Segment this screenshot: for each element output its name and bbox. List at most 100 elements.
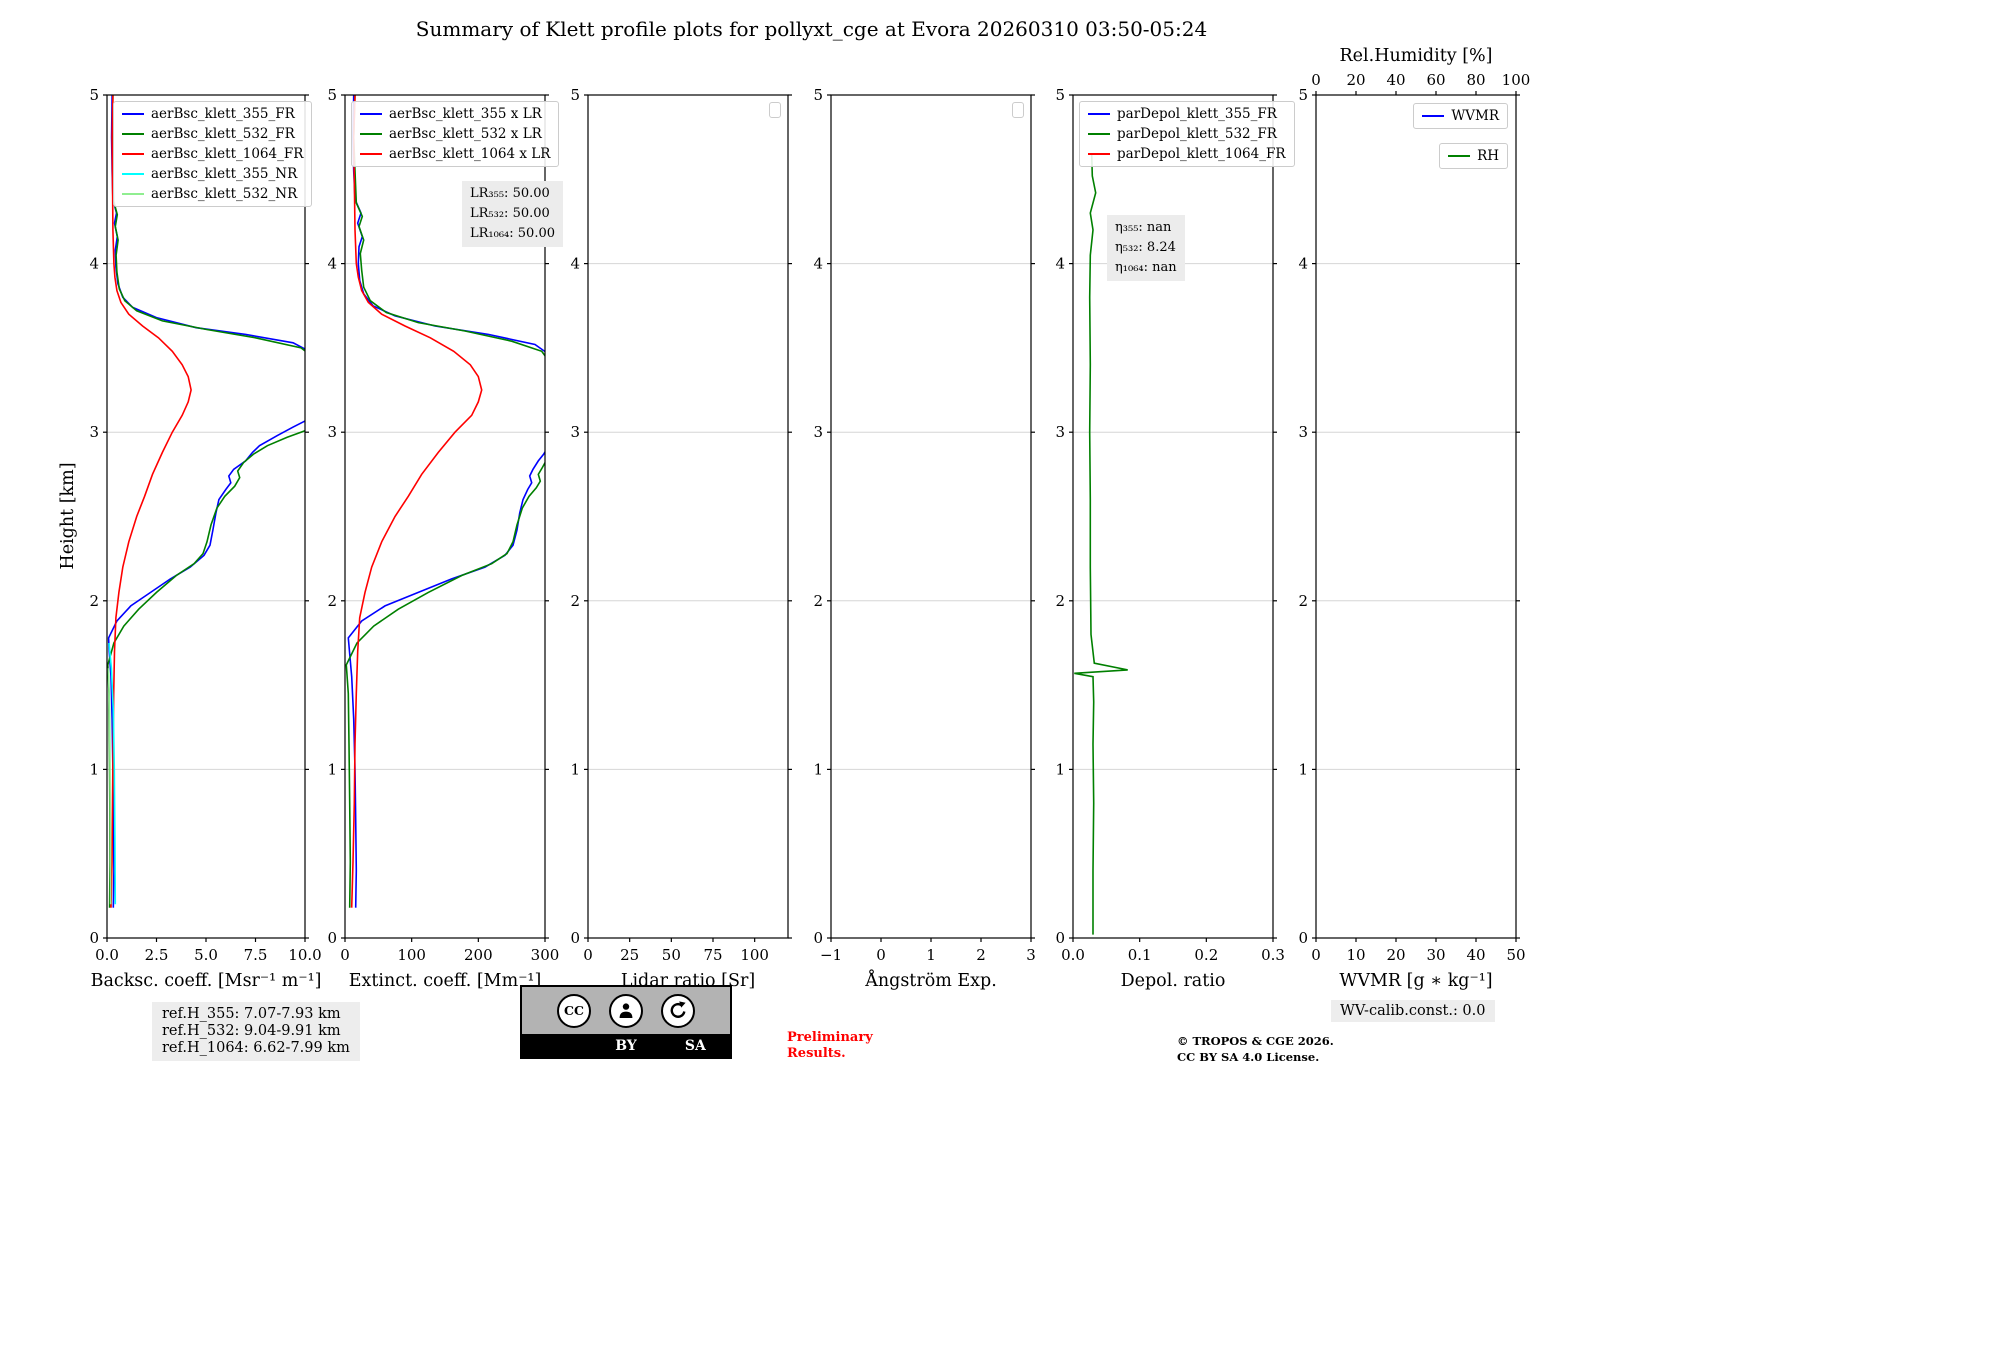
legend: aerBsc_klett_355 x LR aerBsc_klett_532 x …: [351, 101, 560, 167]
y-tick-label: 2: [327, 592, 337, 610]
legend-label: RH: [1477, 148, 1499, 164]
y-tick-label: 0: [89, 929, 99, 947]
x-tick-label: 30: [1426, 946, 1445, 964]
x-axis-label-1: Backsc. coeff. [Msr⁻¹ m⁻¹]: [91, 971, 322, 991]
legend-entry: aerBsc_klett_532_NR: [122, 186, 303, 202]
legend-entry: aerBsc_klett_1064 x LR: [360, 146, 550, 162]
sa-arrow-icon: [661, 993, 695, 1028]
x-tick-label: 7.5: [244, 946, 268, 964]
annotation-box: η₃₅₅: nan η₅₃₂: 8.24 η₁₀₆₄: nan: [1107, 215, 1185, 282]
copyright-line-1: © TROPOS & CGE 2026.: [1177, 1034, 1334, 1048]
legend: parDepol_klett_355_FR parDepol_klett_532_…: [1079, 101, 1295, 167]
axes-frame: [587, 94, 789, 939]
panel-1-canvas: 0 1 2 3 4 5 0.0 2.5 5.0 7.5 10.0 Backsc. coeff. [Ms…: [89, 86, 321, 991]
y-tick-label: 0: [327, 929, 337, 947]
cc-license-badge: CC BY SA: [520, 985, 732, 1059]
panel-3: 0 1 2 3 4 5 0 25 50 75 100 Lidar ratio [Sr]: [570, 86, 792, 991]
panel-1: 0 1 2 3 4 5 0.0 2.5 5.0 7.5 10.0 Backsc. coeff. [Ms…: [89, 86, 321, 991]
legend-line-swatch: [360, 133, 382, 135]
annotation-box: LR₃₅₅: 50.00 LR₅₃₂: 50.00 LR₁₀₆₄: 50.00: [462, 181, 563, 248]
curve-aerBsc_klett_532 x LR: [345, 95, 545, 908]
y-axis-label: Height [km]: [58, 462, 78, 570]
legend-empty: [769, 102, 781, 118]
y-tick-label: 3: [813, 423, 823, 441]
x-tick-label: 100: [740, 946, 769, 964]
x-axis-label-5: Depol. ratio: [1121, 971, 1226, 991]
curve-aerBsc_klett_1064 x LR: [350, 95, 483, 908]
preliminary-note: Preliminary Results.: [787, 1030, 873, 1061]
legend-label: parDepol_klett_355_FR: [1117, 106, 1277, 122]
y-tick-label: 1: [327, 760, 337, 778]
axes-frame: [344, 94, 546, 939]
x-tick-label: 0: [340, 946, 350, 964]
ref-line-355: ref.H_355: 7.07-7.93 km: [162, 1006, 341, 1022]
y-tick-label: 4: [1055, 255, 1065, 273]
y-tick-label: 1: [1298, 760, 1308, 778]
x-tick-label: 0: [1311, 946, 1321, 964]
wv-calib-box: WV-calib.const.: 0.0: [1331, 1000, 1495, 1022]
x-tick-label: 0.0: [1061, 946, 1085, 964]
curve-aerBsc_klett_355_NR: [108, 642, 117, 905]
cc-badge-labels: BY SA: [522, 1034, 730, 1057]
legend-line-swatch: [360, 153, 382, 155]
y-tick-label: 3: [1055, 423, 1065, 441]
y-tick-label: 0: [1298, 929, 1308, 947]
legend-line-swatch: [122, 173, 144, 175]
preliminary-line-2: Results.: [787, 1045, 846, 1061]
curve-parDepol_klett_532_FR: [1074, 153, 1128, 935]
legend: WVMR: [1413, 103, 1508, 129]
x-axis-label-6: WVMR [g ∗ kg⁻¹]: [1339, 971, 1492, 991]
x-axis-label-2: Extinct. coeff. [Mm⁻¹]: [349, 971, 542, 991]
cc-badge-icons: CC: [522, 987, 730, 1034]
y-tick-label: 5: [813, 86, 823, 104]
x-tick-label: 50: [1506, 946, 1525, 964]
x-tick-label: 50: [662, 946, 681, 964]
axes-frame: [1315, 94, 1517, 939]
y-tick-label: 2: [813, 592, 823, 610]
panel-5: 0 1 2 3 4 5 0.0 0.1 0.2 0.3 Depol. ratio parDepol_k…: [1055, 86, 1295, 991]
y-tick-label: 1: [1055, 760, 1065, 778]
y-tick-label: 1: [89, 760, 99, 778]
x-tick-label: 0: [876, 946, 886, 964]
x-tick-label: 0: [583, 946, 593, 964]
legend-label: parDepol_klett_532_FR: [1117, 126, 1277, 142]
top-axis-label: Rel.Humidity [%]: [1340, 46, 1493, 66]
legend-entry: aerBsc_klett_1064_FR: [122, 146, 303, 162]
x-tick-label: 200: [464, 946, 493, 964]
x-tick-label: 0.1: [1128, 946, 1152, 964]
top-tick-label: 40: [1386, 71, 1405, 89]
legend-line-swatch: [1088, 113, 1110, 115]
top-tick-label: 100: [1502, 71, 1531, 89]
y-tick-label: 4: [570, 255, 580, 273]
y-tick-label: 2: [89, 592, 99, 610]
curve-aerBsc_klett_1064_FR: [110, 95, 192, 908]
preliminary-line-1: Preliminary: [787, 1030, 873, 1045]
x-tick-label: 3: [1026, 946, 1036, 964]
y-tick-label: 0: [570, 929, 580, 947]
legend-entry: aerBsc_klett_532 x LR: [360, 126, 550, 142]
legend-entry: aerBsc_klett_355 x LR: [360, 106, 550, 122]
y-tick-label: 5: [1055, 86, 1065, 104]
annotation-line: LR₃₅₅: 50.00: [470, 186, 550, 201]
x-tick-label: 2.5: [145, 946, 169, 964]
x-tick-label: 10.0: [288, 946, 321, 964]
y-tick-label: 2: [570, 592, 580, 610]
y-tick-label: 5: [327, 86, 337, 104]
legend-entry: RH: [1448, 148, 1499, 164]
x-tick-label: 75: [703, 946, 722, 964]
legend: aerBsc_klett_355_FR aerBsc_klett_532_FR ae…: [113, 101, 313, 207]
y-tick-label: 0: [813, 929, 823, 947]
legend-line-swatch: [122, 153, 144, 155]
y-tick-label: 3: [570, 423, 580, 441]
legend-line-swatch: [360, 113, 382, 115]
x-tick-label: 1: [926, 946, 936, 964]
legend: RH: [1439, 143, 1508, 169]
legend-entry: WVMR: [1422, 108, 1499, 124]
y-tick-label: 4: [813, 255, 823, 273]
y-tick-label: 5: [89, 86, 99, 104]
y-tick-label: 0: [1055, 929, 1065, 947]
